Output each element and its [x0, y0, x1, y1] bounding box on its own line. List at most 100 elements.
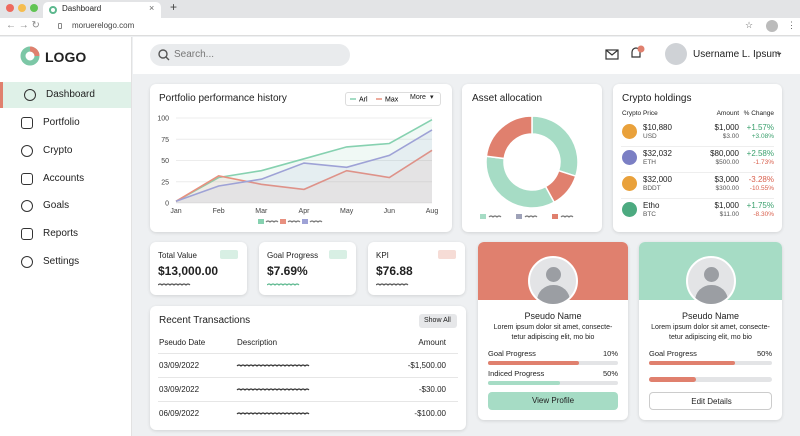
nav-item[interactable]: Settings — [0, 249, 131, 275]
bell-icon[interactable] — [629, 45, 645, 61]
button-label: Show All — [424, 317, 451, 324]
change: +2.58% — [746, 149, 774, 158]
button-label: Edit Details — [691, 397, 732, 406]
change-sub: +3.08% — [751, 133, 774, 140]
star[interactable]: ☆ — [745, 20, 754, 30]
kpi-badge — [438, 250, 456, 259]
url[interactable]: moruerelogo.com — [72, 21, 135, 30]
nav-label: Crypto — [43, 145, 73, 156]
change-sub: -1.73% — [753, 159, 774, 166]
coin-icon — [622, 202, 637, 217]
nav-label: Portfolio — [43, 117, 80, 128]
amount: $1,000 — [714, 123, 739, 132]
unit: BTC — [643, 211, 656, 218]
divider — [621, 198, 774, 199]
y-tick-label: 75 — [161, 137, 169, 144]
dropdown-arrow[interactable]: ▾ — [430, 94, 434, 101]
avatar[interactable] — [665, 43, 687, 65]
profile[interactable] — [766, 20, 778, 32]
unit: ETH — [643, 159, 656, 166]
close[interactable]: × — [149, 3, 155, 13]
descriptions — [236, 364, 310, 415]
nav-item[interactable]: Portfolio — [0, 110, 131, 136]
transactions-card: Recent Transactions Show All Pseudo Date… — [150, 306, 466, 430]
avatar-head — [546, 267, 561, 282]
amount-sub: $3.00 — [722, 133, 739, 140]
legend-dot — [516, 214, 522, 219]
nav-item[interactable]: Accounts — [0, 166, 131, 192]
sparkline — [376, 283, 409, 286]
new-tab[interactable]: + — [170, 0, 178, 14]
date: 03/09/2022 — [159, 385, 200, 394]
profile-bio: Lorem ipsum dolor sit amet, consecte- — [651, 324, 770, 331]
search-icon — [158, 49, 170, 61]
squiggle — [265, 220, 279, 223]
logo: LOGO — [45, 49, 87, 65]
y-tick-label: 50 — [161, 158, 169, 165]
nav-item[interactable]: Dashboard — [0, 82, 131, 108]
kpi-badge — [329, 250, 347, 259]
kpi-label: Goal Progress — [267, 251, 319, 260]
nav-item[interactable]: Reports — [0, 221, 131, 247]
dropdown[interactable]: More — [410, 94, 426, 101]
menu[interactable]: ⋮ — [787, 20, 796, 30]
legend-dot — [552, 214, 558, 219]
profile-bio: tetur adipiscing elit, mo bio — [669, 334, 752, 341]
squiggle — [236, 412, 310, 415]
kpi-card: KPI $76.88 — [368, 242, 465, 295]
nav-item[interactable]: Goals — [0, 193, 131, 219]
amount: $1,000 — [714, 201, 739, 210]
donut-chart — [480, 115, 579, 219]
unit: USD — [643, 133, 657, 140]
metric-value: 10% — [602, 349, 618, 358]
legend-dot — [302, 219, 308, 224]
squiggle — [236, 364, 310, 367]
line-chart: 0 25 50 75 100 Jan Feb Mar Apr May Jun Aug Arl Max — [157, 97, 439, 224]
nav-buttons[interactable]: ← → ↻ — [6, 20, 40, 31]
x-tick-label: Feb — [213, 208, 225, 215]
change: -3.28% — [748, 175, 774, 184]
nav-item[interactable]: Crypto — [0, 138, 131, 164]
squiggle — [560, 215, 574, 218]
x-tick-label: Mar — [255, 208, 268, 215]
nav-label: Accounts — [43, 173, 85, 184]
nav-icon — [21, 228, 33, 240]
username[interactable]: Username L. Ipsum — [693, 49, 781, 60]
amount: -$30.00 — [418, 385, 446, 394]
donut-segment — [531, 115, 579, 178]
top-bar: Search... Username L. Ipsum ⌄ — [133, 37, 800, 74]
dot — [30, 4, 38, 12]
search[interactable]: Search... — [150, 44, 350, 66]
mail-icon[interactable] — [605, 49, 619, 60]
sparkline — [158, 283, 191, 286]
profile-name: Pseudo Name — [681, 311, 740, 321]
chevron[interactable]: ⌄ — [775, 47, 784, 58]
nav-icon — [21, 256, 33, 268]
amount: -$100.00 — [414, 409, 446, 418]
show-all[interactable]: Show All — [419, 314, 457, 328]
allocation-card: Asset allocation — [462, 84, 602, 232]
card-title: Crypto holdings — [622, 93, 692, 104]
kpi-label: KPI — [376, 251, 389, 260]
amount-sub: $300.00 — [715, 185, 740, 192]
line — [175, 119, 433, 202]
tab[interactable]: Dashboard × — [43, 2, 161, 18]
amount-sub: $500.00 — [715, 159, 740, 166]
x-tick-label: Aug — [426, 208, 439, 215]
nav-label: Goals — [43, 200, 70, 211]
nav-icon — [21, 145, 33, 157]
change-sub: -8.30% — [753, 211, 774, 218]
coin-icon — [622, 124, 637, 139]
card-title: Asset allocation — [472, 93, 543, 104]
nav-label: Reports — [43, 228, 79, 239]
amount-sub: $11.00 — [719, 211, 739, 218]
profile-button[interactable]: View Profile — [488, 392, 618, 410]
metric-value: 50% — [756, 349, 772, 358]
y-tick-label: 0 — [165, 201, 169, 208]
unit: BDDT — [643, 185, 661, 192]
progress-track — [649, 377, 772, 382]
nav-icon — [21, 200, 33, 212]
legend-dot — [280, 219, 286, 224]
search-placeholder: Search... — [174, 49, 215, 60]
profile-button[interactable]: Edit Details — [649, 392, 772, 410]
